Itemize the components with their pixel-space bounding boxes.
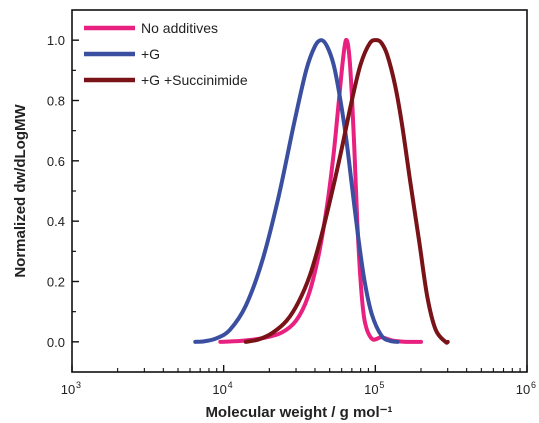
series-line-g [193, 38, 400, 344]
x-tick-label: 10 [516, 382, 530, 397]
x-tick-exponent: 4 [228, 380, 233, 390]
x-tick-label: 10 [61, 382, 75, 397]
y-tick-label: 0.2 [47, 275, 65, 290]
legend: No additives +G +G +Succinimide [84, 20, 248, 88]
legend-label: +G [141, 46, 160, 62]
x-tick-exponent: 3 [76, 380, 81, 390]
x-tick-exponent: 6 [531, 380, 536, 390]
y-axis-label: Normalized dw/dLogMW [12, 104, 29, 278]
series-line-no-additives [218, 37, 423, 344]
y-tick-label: 0.6 [47, 154, 65, 169]
series-line-g-succinimide [243, 38, 450, 345]
x-tick-label: 10 [212, 382, 226, 397]
x-tick-exponent: 5 [379, 380, 384, 390]
y-tick-label: 0.4 [47, 214, 65, 229]
x-tick-label: 10 [364, 382, 378, 397]
y-tick-label: 0.0 [47, 335, 65, 350]
y-tick-label: 1.0 [47, 33, 65, 48]
y-tick-label: 0.8 [47, 94, 65, 109]
legend-label: No additives [141, 20, 218, 36]
legend-label: +G +Succinimide [141, 72, 248, 88]
ticks-layer: 0.00.20.40.60.81.010 3 10 4 10 5 10 6 [47, 33, 536, 397]
series-layer [193, 37, 450, 345]
x-axis-label: Molecular weight / g mol⁻¹ [205, 404, 392, 421]
